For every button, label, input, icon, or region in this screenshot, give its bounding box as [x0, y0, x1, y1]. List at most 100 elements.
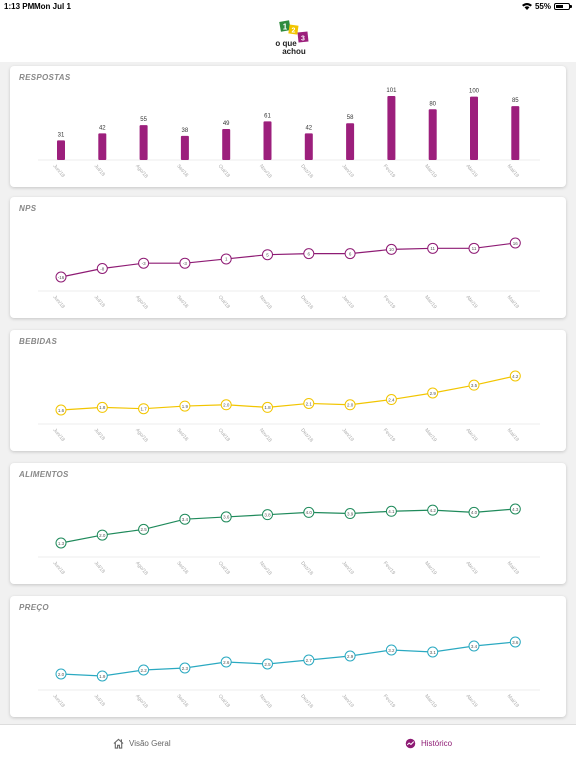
data-label: 1.7: [140, 406, 147, 411]
data-point: [96, 263, 108, 274]
data-point: [179, 400, 191, 412]
data-point: [96, 401, 108, 413]
data-label: 101: [386, 88, 397, 94]
x-tick-label: Mar/19: [423, 427, 438, 443]
data-point: [220, 399, 232, 411]
data-label: 55: [140, 117, 147, 123]
data-label: 3.5: [471, 383, 478, 388]
data-point: [262, 509, 273, 521]
status-bar: 1:13 PM Mon Jul 1 55%: [0, 0, 576, 14]
data-label: 2.5: [140, 527, 147, 532]
data-point: [303, 506, 315, 518]
battery-percent: 55%: [534, 2, 551, 11]
data-point: [468, 379, 480, 391]
data-label: 2.4: [388, 397, 395, 402]
status-right: 55%: [521, 2, 572, 11]
data-label: -3: [142, 261, 146, 266]
x-tick-label: Mai/19: [506, 693, 520, 709]
data-label: 5: [266, 252, 269, 257]
x-tick-label: Jan/19: [341, 693, 355, 709]
data-label: 3.2: [388, 648, 395, 653]
bar: [263, 121, 272, 160]
x-tick-label: Set/18: [175, 163, 189, 178]
x-tick-label: Ago/18: [134, 560, 149, 576]
nps-chart: -16 -8 -3 -3 1 5 6 6 10 11 11 16 Jun/18 Jul/18 Ago/18 S…: [38, 237, 540, 311]
x-tick-label: Jan/19: [341, 427, 355, 443]
data-label: 38: [182, 128, 189, 134]
data-point: [509, 636, 521, 648]
x-tick-label: Dez/18: [299, 294, 314, 310]
x-tick-label: Ago/18: [134, 427, 149, 443]
x-tick-label: Jan/19: [341, 163, 355, 179]
x-tick-label: Mar/19: [423, 693, 438, 709]
data-label: 11: [472, 246, 477, 251]
logo-digit-3: 3: [301, 36, 305, 43]
x-tick-label: Fev/19: [382, 560, 397, 576]
x-tick-label: Jun/18: [51, 163, 65, 179]
data-label: 6: [349, 251, 352, 256]
data-label: 4.2: [512, 374, 519, 379]
respostas-chart: 31 42 55 38 49 61 42 58 101 80 100 85 Jun/18 Jul/18 Ag…: [38, 88, 540, 180]
data-label: 2.5: [264, 662, 271, 667]
data-label: 2.3: [182, 666, 189, 671]
data-label: 2.0: [58, 672, 65, 677]
data-label: 16: [513, 241, 519, 246]
data-label: 2.0: [223, 403, 230, 408]
x-tick-label: Nov/18: [258, 163, 273, 179]
data-point: [385, 243, 397, 255]
logo-text-line2: achou: [282, 47, 306, 56]
x-tick-label: Ago/18: [134, 693, 149, 709]
data-label: 100: [469, 89, 480, 95]
x-tick-label: Fev/19: [382, 294, 397, 310]
home-icon: [113, 738, 124, 749]
data-label: 3.8: [264, 512, 271, 517]
data-label: 61: [264, 113, 271, 119]
x-tick-label: Abr/19: [464, 427, 478, 442]
data-point: [96, 529, 108, 541]
data-point: [138, 403, 150, 415]
card-title: NPS: [19, 204, 37, 213]
data-point: [262, 249, 273, 261]
wifi-icon: [521, 3, 532, 10]
x-tick-label: Mar/19: [423, 294, 438, 310]
data-label: 2.1: [306, 401, 313, 406]
x-tick-label: Jun/18: [51, 693, 65, 709]
data-point: [468, 640, 480, 652]
card-title: PREÇO: [19, 603, 49, 612]
data-point: [427, 504, 439, 516]
data-label: 42: [99, 125, 106, 131]
x-tick-label: Jul/18: [93, 163, 106, 177]
bar: [180, 135, 189, 160]
data-point: [179, 257, 191, 269]
x-tick-label: Dez/18: [299, 693, 314, 709]
tab-label: Visão Geral: [129, 739, 171, 748]
data-point: [427, 387, 439, 399]
data-label: 4.0: [471, 510, 478, 515]
x-tick-label: Nov/18: [258, 693, 273, 709]
series-line: [60, 508, 516, 544]
tab-visao-geral[interactable]: Visão Geral: [113, 738, 171, 749]
x-tick-label: Abr/19: [464, 163, 478, 178]
data-label: 85: [512, 98, 519, 104]
data-point: [220, 656, 232, 668]
x-tick-label: Dez/18: [299, 560, 314, 576]
data-point: [344, 508, 356, 520]
data-label: -3: [183, 261, 187, 266]
x-tick-label: Ago/18: [134, 163, 149, 179]
data-label: 1.8: [264, 405, 271, 410]
data-point: [179, 513, 191, 525]
data-label: 4.2: [430, 508, 437, 513]
data-label: 3.4: [471, 644, 478, 649]
data-point: [262, 658, 273, 670]
respostas-card: RESPOSTAS 31 42 55 38 49 61 42 58 101 80 100 85 Jun/…: [10, 66, 566, 187]
data-label: 3.4: [182, 517, 189, 522]
bar: [428, 109, 437, 160]
data-point: [138, 664, 150, 676]
tab-historico[interactable]: Histórico: [405, 738, 452, 749]
data-point: [138, 523, 150, 535]
bar: [98, 133, 107, 160]
x-tick-label: Jul/18: [93, 294, 106, 308]
data-point: [55, 668, 67, 680]
card-title: RESPOSTAS: [19, 73, 71, 82]
nps-card: NPS -16 -8 -3 -3 1 5 6 6 10 11 11 16 Jun/18 Jul/18 Ago…: [10, 197, 566, 318]
